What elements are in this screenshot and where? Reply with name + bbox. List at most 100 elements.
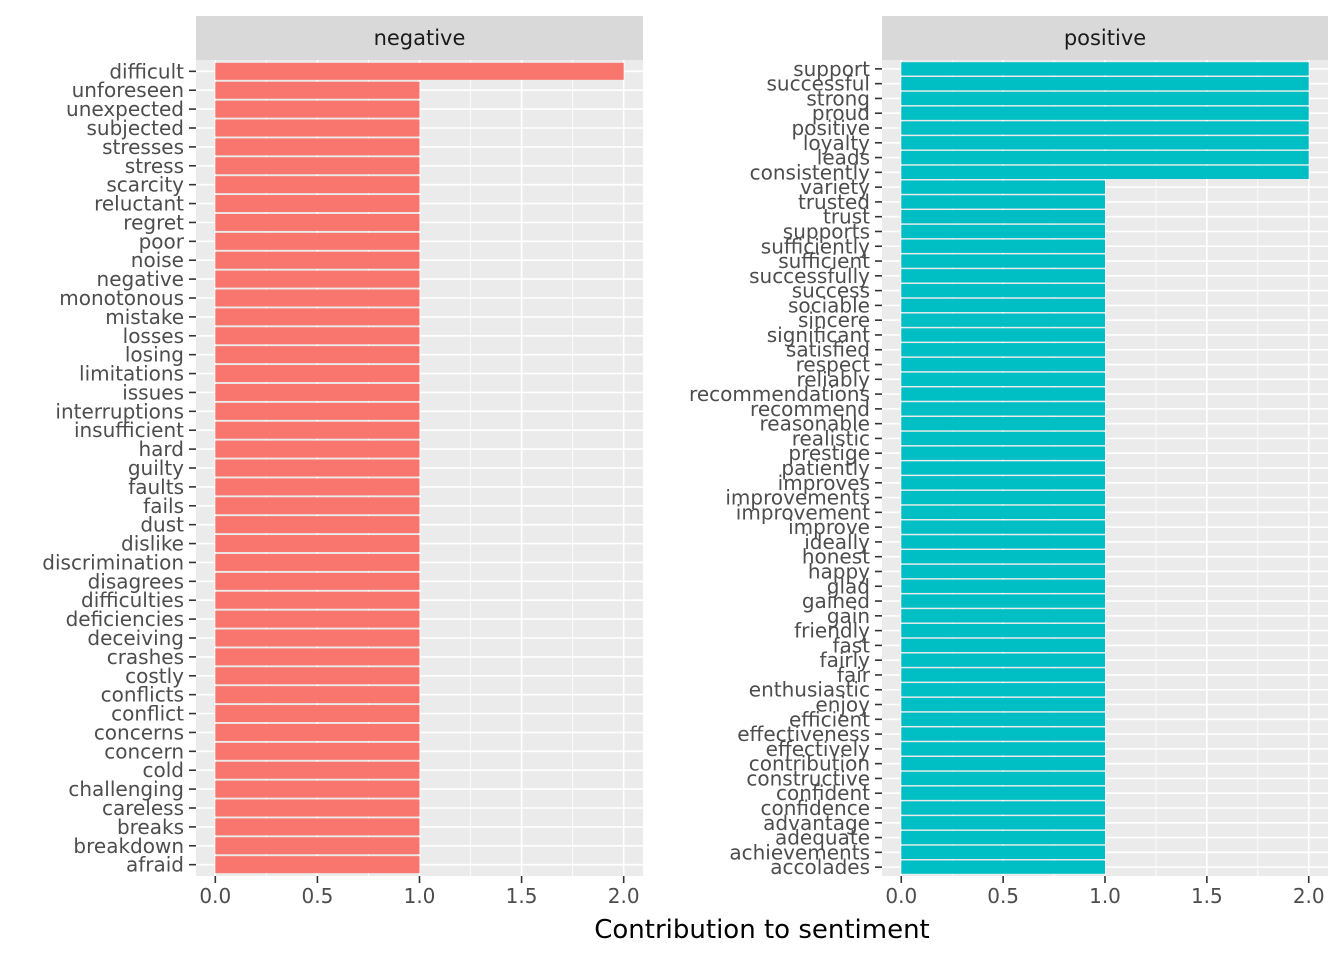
bar-afraid (215, 856, 420, 874)
bar-variety (901, 180, 1105, 194)
x-tick-label: 0.0 (199, 884, 231, 908)
y-tick-label: satisfied (786, 338, 870, 362)
bar-concerns (215, 723, 420, 741)
x-tick-label: 2.0 (608, 884, 640, 908)
y-tick-label: reasonable (760, 412, 871, 436)
bar-interruptions (215, 402, 420, 420)
bars-negative (215, 62, 624, 874)
y-tick-label: ideally (804, 530, 870, 554)
y-tick-label: fairly (820, 648, 871, 672)
bar-respect (901, 357, 1105, 372)
bar-fair (901, 668, 1105, 682)
bar-satisfied (901, 343, 1105, 357)
y-tick-label: consistently (750, 160, 871, 184)
bar-difficult (215, 62, 624, 80)
y-tick-label: support (793, 57, 870, 81)
y-tick-label: fair (837, 663, 871, 687)
y-tick-label: afraid (126, 853, 184, 877)
bar-improvement (901, 505, 1105, 519)
bar-fast (901, 638, 1105, 653)
y-tick-label: sufficiently (761, 234, 870, 258)
bar-consistently (901, 165, 1309, 179)
bar-successfully (901, 269, 1105, 283)
bar-fails (215, 497, 420, 515)
panel-positive: positivesupportsuccessfulstrongproudposi… (689, 16, 1328, 908)
bar-crashes (215, 648, 420, 666)
bar-discrimination (215, 553, 420, 571)
y-tick-label: honest (802, 545, 870, 569)
bar-regret (215, 213, 420, 231)
y-tick-label: improvement (736, 500, 870, 524)
bar-leads (901, 150, 1309, 165)
y-tick-label: conflict (111, 702, 184, 726)
bar-trust (901, 210, 1105, 224)
bar-concern (215, 742, 420, 760)
y-tick-label: patiently (781, 456, 870, 480)
bar-stress (215, 157, 420, 175)
bar-issues (215, 383, 420, 401)
y-tick-label: friendly (794, 619, 870, 643)
y-tick-label: faults (128, 475, 184, 499)
y-tick-label: contribution (749, 752, 870, 776)
y-tick-label: breakdown (73, 834, 184, 858)
y-tick-label: challenging (68, 777, 184, 801)
bar-sufficient (901, 254, 1105, 268)
y-tick-label: careless (102, 796, 184, 820)
x-axis-positive: 0.0 0.5 1.0 1.5 2.0 (885, 876, 1325, 908)
bar-deceiving (215, 629, 420, 647)
y-tick-label: loyalty (803, 131, 870, 155)
bar-advantage (901, 816, 1105, 830)
y-tick-label: losing (125, 343, 184, 367)
y-tick-label: concerns (94, 720, 184, 744)
y-tick-label: enthusiastic (749, 678, 870, 702)
y-tick-label: trust (823, 205, 870, 229)
y-tick-label: cold (143, 758, 184, 782)
bar-trusted (901, 195, 1105, 209)
bar-fairly (901, 653, 1105, 667)
y-tick-label: discrimination (42, 550, 184, 574)
bar-constructive (901, 771, 1105, 786)
y-tick-label: fast (832, 633, 870, 657)
bar-patiently (901, 461, 1105, 475)
bar-guilty (215, 459, 420, 477)
facet-panels: negativedifficultunforeseenunexpectedsub… (42, 16, 1328, 908)
y-tick-label: interruptions (55, 399, 184, 423)
bar-cold (215, 761, 420, 779)
bar-disagrees (215, 572, 420, 590)
bar-sincere (901, 313, 1105, 327)
bar-significant (901, 328, 1105, 342)
y-tick-label: successfully (749, 264, 870, 288)
y-tick-label: proud (812, 101, 870, 125)
y-tick-label: sincere (798, 308, 870, 332)
y-tick-label: reluctant (94, 192, 184, 216)
y-tick-label: regret (123, 210, 184, 234)
bar-improvements (901, 490, 1105, 505)
y-tick-label: glad (827, 574, 870, 598)
bar-sufficiently (901, 239, 1105, 253)
y-tick-label: happy (808, 559, 870, 583)
y-tick-label: crashes (107, 645, 184, 669)
y-tick-label: improve (788, 515, 870, 539)
y-tick-label: recommendations (689, 382, 870, 406)
bar-realistic (901, 431, 1105, 446)
y-tick-label: sufficient (778, 249, 870, 273)
y-tick-label: difficulties (81, 588, 184, 612)
bar-faults (215, 478, 420, 496)
bar-gained (901, 594, 1105, 608)
bar-efficient (901, 712, 1105, 726)
bar-recommendations (901, 387, 1105, 401)
bar-strong (901, 91, 1309, 106)
bar-enjoy (901, 697, 1105, 712)
bar-positive (901, 121, 1309, 135)
bar-losses (215, 327, 420, 345)
y-tick-label: difficult (109, 59, 184, 83)
bar-conflict (215, 705, 420, 723)
x-tick-label: 0.5 (987, 884, 1019, 908)
bar-dislike (215, 535, 420, 553)
bar-success (901, 283, 1105, 298)
y-tick-label: costly (125, 664, 184, 688)
y-tick-label: prestige (788, 441, 870, 465)
bar-effectively (901, 742, 1105, 756)
bar-costly (215, 667, 420, 685)
